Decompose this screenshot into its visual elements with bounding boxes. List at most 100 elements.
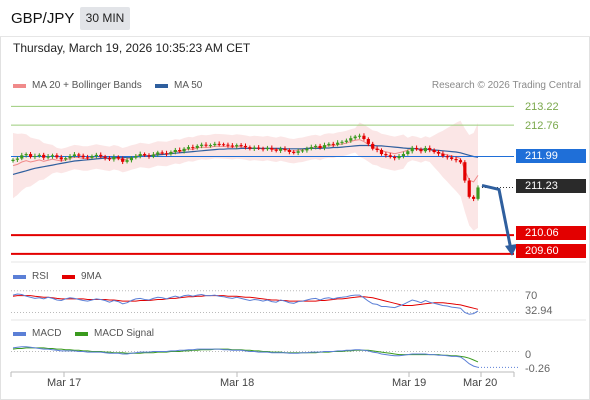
candle-body xyxy=(169,152,173,155)
candle-body xyxy=(476,187,480,199)
candle-body xyxy=(357,135,362,137)
legend-ma20-bollinger: MA 20 + Bollinger Bands xyxy=(13,80,142,91)
candle-body xyxy=(15,158,19,160)
candle-body xyxy=(463,162,467,181)
candle-body xyxy=(147,155,151,157)
macd-value-label: -0.26 xyxy=(525,363,551,375)
candle-body xyxy=(46,156,50,158)
forecast-arrow-head xyxy=(505,243,518,256)
candle-body xyxy=(20,155,24,159)
candle-body xyxy=(414,147,419,150)
legend-macd-signal-label: MACD Signal xyxy=(94,328,155,339)
candle-body xyxy=(213,143,217,146)
candle-body xyxy=(349,138,353,141)
candle-body xyxy=(270,147,274,150)
candle-body xyxy=(327,143,331,146)
candle-body xyxy=(419,149,423,152)
candle-body xyxy=(428,147,432,150)
candle-body xyxy=(401,154,406,157)
price-label-resistance-1: 212.76 xyxy=(525,120,559,132)
candle-body xyxy=(458,160,463,163)
candle-body xyxy=(292,152,296,154)
symbol-title: GBP/JPY xyxy=(11,10,75,27)
rsi-line xyxy=(12,293,479,315)
candle-body xyxy=(261,148,265,150)
price-panel xyxy=(11,105,586,263)
candle-body xyxy=(72,154,77,157)
candle-body xyxy=(121,158,125,162)
legend-macd-label: MACD xyxy=(32,328,62,339)
x-label-mar-17: Mar 17 xyxy=(47,377,82,389)
candle-body xyxy=(423,147,427,152)
candle-body xyxy=(59,157,63,160)
candle-body xyxy=(143,154,147,156)
candle-body xyxy=(318,145,322,148)
candle-body xyxy=(388,155,392,157)
macd-line xyxy=(12,346,479,368)
candle-body xyxy=(138,154,142,157)
candle-body xyxy=(99,154,103,157)
candle-body xyxy=(33,156,37,158)
legend-rsi-ma9: 9MA xyxy=(62,271,102,282)
candle-body xyxy=(134,156,138,158)
candle-body xyxy=(112,156,116,160)
macd-panel xyxy=(11,346,520,368)
legend-macd: MACD xyxy=(13,328,61,339)
candle-body xyxy=(230,145,234,147)
candle-body xyxy=(129,157,134,161)
candle-body xyxy=(450,157,454,159)
candle-body xyxy=(195,145,199,148)
rsi-value-label: 32.94 xyxy=(525,305,553,317)
timeframe-badge[interactable]: 30 MIN xyxy=(80,7,130,30)
candle-body xyxy=(309,147,313,149)
candle-body xyxy=(173,149,177,153)
candle-body xyxy=(182,148,186,152)
candle-body xyxy=(90,156,94,158)
candle-body xyxy=(42,154,46,158)
candle-body xyxy=(283,148,287,150)
legend-rsi-ma9-label: 9MA xyxy=(81,271,102,282)
header-bar: GBP/JPY 30 MIN xyxy=(0,0,590,37)
copyright-text: Research © 2026 Trading Central xyxy=(431,80,581,91)
candle-body xyxy=(221,144,226,146)
candle-body xyxy=(314,145,318,148)
candle-body xyxy=(85,157,90,159)
candle-body xyxy=(322,145,327,148)
candle-body xyxy=(436,152,441,154)
candle-body xyxy=(340,141,344,143)
candle-body xyxy=(243,145,248,148)
candle-body xyxy=(362,135,366,139)
candle-body xyxy=(24,154,28,156)
macd-level-label: 0 xyxy=(525,349,532,361)
rsi-panel xyxy=(11,290,586,321)
candle-body xyxy=(432,149,436,153)
candle-body xyxy=(265,147,270,150)
legend-rsi-label: RSI xyxy=(32,271,49,282)
candle-body xyxy=(156,152,160,155)
candle-body xyxy=(160,152,164,154)
candle-body xyxy=(331,143,335,145)
price-label-support-2: 209.60 xyxy=(516,244,586,258)
legend-rsi-swatch xyxy=(13,274,26,279)
candle-body xyxy=(107,158,112,160)
candle-body xyxy=(296,151,300,153)
candle-body xyxy=(410,147,414,152)
candle-body xyxy=(305,148,309,151)
candle-body xyxy=(64,158,68,160)
rsi-level-label: 70 xyxy=(525,290,538,302)
candle-body xyxy=(393,156,397,159)
candle-body xyxy=(94,154,98,157)
candle-body xyxy=(252,147,256,149)
legend-ma50: MA 50 xyxy=(155,80,202,91)
legend-ma50-label: MA 50 xyxy=(174,80,203,91)
candle-body xyxy=(37,154,41,157)
candle-body xyxy=(191,147,195,149)
macd-signal-line xyxy=(12,347,479,363)
candle-body xyxy=(200,144,204,146)
candle-body xyxy=(300,150,305,152)
candle-body xyxy=(186,147,191,149)
candle-body xyxy=(353,136,357,139)
candle-body xyxy=(406,151,410,155)
candle-body xyxy=(248,147,252,149)
legend-macd-signal-swatch xyxy=(75,331,88,336)
